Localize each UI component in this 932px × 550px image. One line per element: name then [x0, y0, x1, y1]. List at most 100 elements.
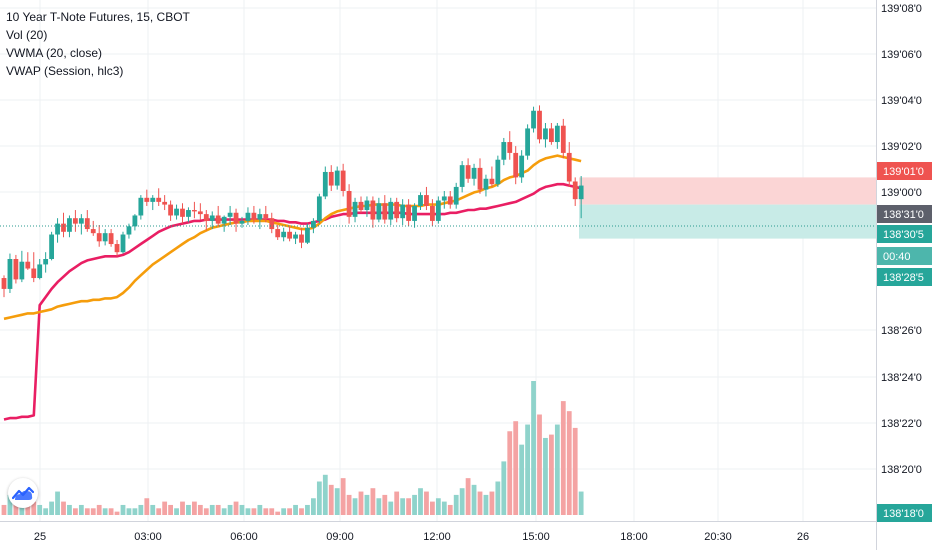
volume-bar — [364, 494, 370, 515]
volume-bar — [566, 411, 572, 515]
candle-body — [489, 178, 495, 185]
candle-body — [49, 234, 54, 259]
volume-bar — [352, 498, 358, 515]
volume-bar — [543, 437, 548, 515]
volume-bar — [263, 508, 269, 515]
volume-bar — [513, 421, 519, 515]
price-badge-label: 138'18'0 — [883, 508, 924, 520]
price-axis-label: 138'26'0 — [881, 325, 922, 337]
candle-body — [513, 152, 519, 178]
candle-body — [519, 155, 525, 178]
price-badge-bg — [877, 225, 932, 243]
volume-bar — [37, 504, 43, 515]
chart-legend: 10 Year T-Note Futures, 15, CBOT Vol (20… — [6, 8, 190, 80]
candle-body — [346, 191, 352, 217]
candle-body — [328, 171, 334, 186]
candle-body — [554, 125, 560, 143]
candle-body — [334, 170, 340, 186]
candle-body — [55, 223, 60, 235]
volume-bar — [138, 504, 144, 515]
candle-body — [233, 212, 239, 224]
volume-bar — [78, 504, 84, 515]
volume-bar — [31, 501, 37, 515]
volume-bar — [531, 381, 536, 515]
candle-body — [114, 244, 120, 253]
volume-bar — [316, 481, 322, 515]
candle-body — [192, 210, 197, 212]
price-axis-label: 139'06'0 — [881, 49, 922, 61]
candle-body — [352, 201, 358, 217]
candle-body — [61, 223, 66, 232]
volume-bar — [549, 434, 554, 515]
volume-bar — [471, 484, 477, 515]
time-axis-label: 26 — [797, 531, 809, 543]
candle-body — [543, 128, 548, 140]
volume-bar — [400, 498, 406, 515]
volume-bar — [251, 508, 257, 515]
volume-bar — [388, 501, 394, 515]
volume-bar — [1, 504, 7, 515]
volume-bar — [25, 504, 31, 515]
candle-body — [412, 205, 417, 221]
price-axis-label: 139'02'0 — [881, 141, 922, 153]
volume-bar — [453, 494, 459, 515]
price-axis-label: 138'20'0 — [881, 464, 922, 476]
volume-bar — [287, 508, 292, 515]
volume-bar — [120, 504, 126, 515]
volume-bar — [239, 504, 245, 515]
volume-bar — [275, 511, 281, 515]
volume-bar — [126, 508, 132, 515]
volume-bar — [346, 494, 352, 515]
volume-bar — [477, 491, 483, 515]
indicator-volume-label[interactable]: Vol (20) — [6, 28, 48, 42]
candle-body — [1, 278, 7, 289]
candle-body — [394, 201, 400, 219]
price-badge: 139'01'0 — [877, 162, 932, 180]
volume-bar — [215, 504, 221, 515]
candle-body — [37, 264, 43, 279]
price-axis-label: 139'08'0 — [881, 3, 922, 15]
candle-body — [293, 234, 298, 239]
candle-body — [269, 218, 275, 230]
volume-bar — [180, 501, 185, 515]
candle-body — [90, 229, 96, 234]
volume-bar — [114, 511, 120, 515]
candle-body — [560, 125, 566, 153]
symbol-title[interactable]: 10 Year T-Note Futures, 15, CBOT — [6, 10, 190, 24]
candle-body — [424, 195, 429, 206]
volume-bar — [132, 508, 138, 515]
volume-bar — [322, 474, 328, 515]
candle-body — [203, 214, 209, 221]
candle-body — [418, 195, 423, 206]
candle-body — [67, 218, 72, 232]
candle-body — [174, 208, 179, 216]
volume-bar — [441, 501, 447, 515]
candle-body — [465, 165, 471, 179]
indicator-vwap-label[interactable]: VWAP (Session, hlc3) — [6, 64, 124, 78]
candle-body — [340, 170, 346, 191]
candle-body — [311, 220, 316, 228]
time-axis-label: 03:00 — [134, 531, 162, 543]
candle-body — [578, 185, 584, 200]
volume-bar — [495, 481, 501, 515]
price-badge-label: 138'28'5 — [883, 272, 924, 284]
volume-bar — [96, 504, 102, 515]
price-axis-label: 138'22'0 — [881, 418, 922, 430]
candle-body — [197, 211, 203, 215]
tradingview-logo-icon[interactable] — [8, 478, 38, 508]
volume-bar — [418, 488, 423, 515]
volume-bar — [156, 508, 162, 515]
volume-bar — [311, 498, 316, 515]
volume-bar — [382, 494, 388, 515]
volume-bar — [507, 431, 513, 515]
candle-body — [376, 203, 382, 220]
take-profit-zone — [579, 204, 876, 239]
volume-bar — [578, 491, 584, 515]
candle-body — [477, 167, 483, 190]
time-axis-label: 15:00 — [522, 531, 550, 543]
price-badge-label: 139'01'0 — [883, 166, 924, 178]
indicator-vwma-label[interactable]: VWMA (20, close) — [6, 46, 103, 60]
candle-body — [162, 201, 168, 205]
